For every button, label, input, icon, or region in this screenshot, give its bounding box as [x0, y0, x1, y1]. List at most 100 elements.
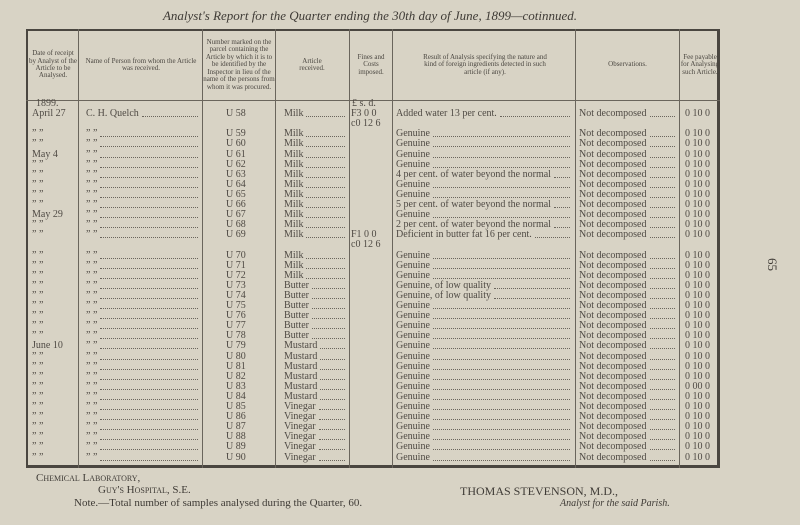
row-date: ” ” [32, 401, 44, 412]
row-fee: 0 10 0 [685, 451, 710, 463]
row-number-cell: U 77 [226, 321, 272, 331]
leader-dots [553, 227, 570, 229]
row-observation: Not decomposed [579, 350, 647, 362]
row-number: U 86 [226, 411, 246, 423]
row-fine-cell: F3 0 0 [351, 109, 391, 119]
leader-dots [649, 409, 675, 410]
row-date: ” ” [32, 320, 44, 332]
row-number-cell: U 80 [226, 351, 272, 362]
row-fine: F1 0 0 [351, 229, 377, 241]
row-fee: 0 10 0 [685, 178, 710, 190]
row-date: ” ” [32, 451, 44, 463]
leader-dots [100, 409, 198, 410]
row-number-cell: U 72 [226, 270, 272, 281]
row-name-cell: ” ” [86, 432, 200, 442]
row-date-cell: ” ” [32, 169, 76, 180]
row-observation-cell: Not decomposed [579, 139, 677, 149]
leader-dots [649, 156, 675, 158]
row-number-cell: U 61 [226, 148, 272, 160]
leader-dots [432, 267, 570, 269]
row-number-cell: U 73 [226, 279, 272, 291]
row-observation-cell: Not decomposed [579, 350, 677, 362]
row-number: U 78 [226, 330, 246, 342]
row-fee-cell: 0 10 0 [685, 311, 718, 321]
row-article: Milk [284, 178, 304, 190]
row-number: U 73 [226, 279, 246, 291]
row-number-cell: U 88 [226, 432, 272, 442]
row-fee-cell: 0 10 0 [685, 451, 718, 463]
leader-dots [312, 287, 345, 289]
row-number-cell: U 81 [226, 361, 272, 372]
row-article: Vinegar [284, 401, 316, 412]
row-name-cell: ” ” [86, 189, 200, 200]
row-date: ” ” [32, 199, 44, 210]
leader-dots [100, 308, 198, 309]
row-number: U 76 [226, 310, 246, 322]
row-date-cell: ” ” [32, 270, 76, 281]
row-result: Genuine [396, 178, 430, 190]
leader-dots [306, 116, 345, 118]
leader-dots [432, 328, 570, 330]
row-article-cell: Butter [284, 301, 347, 311]
row-name: ” ” [86, 370, 98, 382]
row-article: Mustard [284, 340, 318, 352]
row-number: U 74 [226, 289, 246, 301]
row-name-cell: ” ” [86, 351, 200, 362]
total-note: Note.—Total number of samples analysed d… [74, 497, 363, 509]
row-article-cell: Milk [284, 210, 347, 220]
row-observation-cell: Not decomposed [579, 260, 677, 271]
row-number: U 61 [226, 148, 246, 160]
leader-dots [432, 156, 570, 158]
row-date: ” ” [32, 310, 44, 322]
row-fee: 0 10 0 [685, 199, 710, 210]
row-observation: Not decomposed [579, 370, 647, 382]
leader-dots [432, 196, 570, 198]
row-fee: 0 10 0 [685, 411, 710, 423]
row-number-cell: U 64 [226, 179, 272, 190]
row-result: Genuine [396, 330, 430, 342]
row-name-cell: ” ” [86, 169, 200, 180]
row-date: ” ” [32, 249, 44, 261]
row-date-cell: ” ” [32, 412, 76, 422]
row-number-cell: U 82 [226, 371, 272, 382]
header-divider [26, 100, 720, 101]
row-fee: 0 10 0 [685, 340, 710, 352]
page-number: 65 [765, 258, 780, 271]
row-result-cell: Genuine [396, 311, 572, 321]
row-result-cell: Genuine [396, 371, 572, 382]
row-article-cell: Milk [284, 178, 347, 190]
row-result-cell: Genuine [396, 442, 572, 452]
row-date: June 10 [32, 340, 63, 352]
row-result: Genuine [396, 380, 430, 392]
leader-dots [649, 328, 675, 330]
leader-dots [432, 429, 570, 431]
row-article: Vinegar [284, 441, 316, 453]
row-article-cell: Milk [284, 109, 347, 119]
leader-dots [432, 459, 570, 461]
row-date: ” ” [32, 370, 44, 382]
row-observation-cell: Not decomposed [579, 200, 677, 210]
row-name: ” ” [86, 178, 98, 190]
row-name-cell: ” ” [86, 301, 200, 311]
row-name-cell: ” ” [86, 341, 200, 351]
leader-dots [318, 439, 345, 441]
row-article: Milk [284, 168, 304, 180]
row-observation: Not decomposed [579, 411, 647, 423]
row-fee-cell: 0 10 0 [685, 422, 718, 432]
row-date: May 4 [32, 148, 58, 160]
row-name: ” ” [86, 209, 98, 221]
row-article: Milk [284, 249, 304, 261]
row-result: Genuine [396, 148, 430, 160]
row-number-cell: U 63 [226, 169, 272, 180]
row-number-cell: U 59 [226, 129, 272, 139]
row-article: Milk [284, 138, 304, 150]
row-number: U 66 [226, 199, 246, 210]
header-article: Article received. [299, 56, 325, 72]
row-date-cell: ” ” [32, 370, 76, 382]
row-date: ” ” [32, 330, 44, 342]
leader-dots [100, 267, 198, 269]
leader-dots [318, 409, 345, 410]
row-fee: 0 10 0 [685, 138, 710, 150]
row-observation: Not decomposed [579, 168, 647, 180]
